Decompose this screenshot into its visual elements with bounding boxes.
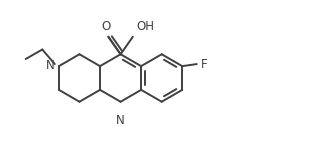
Text: N: N xyxy=(116,114,125,127)
Text: OH: OH xyxy=(136,20,154,33)
Text: F: F xyxy=(201,58,207,71)
Text: N: N xyxy=(46,59,55,72)
Text: O: O xyxy=(102,20,111,33)
